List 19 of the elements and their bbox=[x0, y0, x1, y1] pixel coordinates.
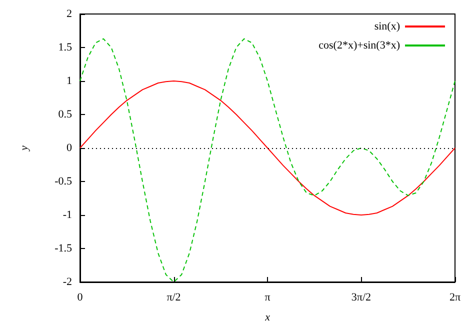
y-tick-label: 0 bbox=[66, 142, 72, 154]
y-tick-label: -1 bbox=[62, 209, 72, 221]
y-tick-label: -0.5 bbox=[54, 176, 72, 188]
y-tick-label: 1.5 bbox=[58, 42, 72, 54]
y-tick-label: 0.5 bbox=[58, 108, 72, 120]
y-tick-label: -2 bbox=[62, 276, 72, 288]
y-tick-label: 1 bbox=[66, 75, 72, 87]
y-axis-title: y bbox=[18, 145, 30, 152]
x-tick-label: 2π bbox=[449, 292, 461, 304]
x-tick-label: 3π/2 bbox=[351, 292, 372, 304]
y-tick-label: -1.5 bbox=[54, 242, 72, 254]
x-tick-label: π/2 bbox=[166, 292, 181, 304]
x-axis-title: x bbox=[264, 312, 270, 324]
line-series bbox=[80, 80, 456, 216]
y-tick-label: 2 bbox=[66, 8, 72, 20]
x-tick-label: π bbox=[264, 292, 271, 304]
legend-label: cos(2*x)+sin(3*x) bbox=[318, 40, 400, 52]
legend-label: sin(x) bbox=[374, 20, 400, 32]
x-tick-label: 0 bbox=[77, 292, 84, 304]
